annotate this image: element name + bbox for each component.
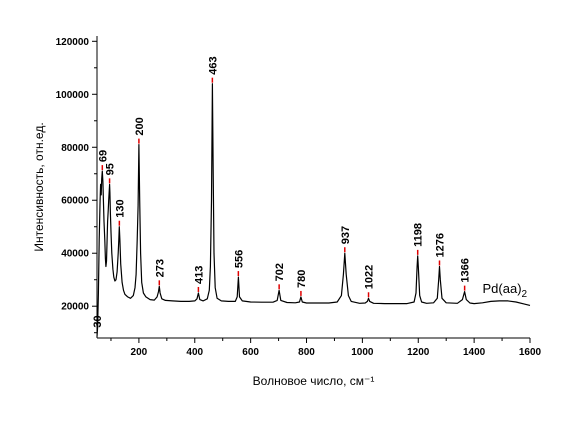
y-tick-label: 40000 — [61, 249, 89, 260]
x-tick-label: 200 — [131, 347, 148, 358]
x-tick-label: 400 — [186, 347, 203, 358]
peak-label: 30 — [92, 315, 104, 327]
x-tick-label: 1600 — [519, 347, 542, 358]
y-tick-label: 100000 — [56, 90, 90, 101]
x-tick-label: 1400 — [463, 347, 486, 358]
peak-label: 200 — [134, 117, 146, 135]
peak-label: 463 — [207, 56, 219, 74]
x-tick-label: 1000 — [351, 347, 374, 358]
peak-label: 1366 — [460, 258, 472, 282]
series-label-subscript: 2 — [522, 289, 528, 300]
peak-label: 1022 — [364, 265, 376, 289]
peak-label: 937 — [340, 226, 352, 244]
peak-label: 1198 — [413, 223, 425, 247]
series-label-main: Pd(aa) — [483, 281, 522, 296]
peak-label: 702 — [274, 263, 286, 281]
peak-label: 556 — [233, 250, 245, 268]
peak-label: 273 — [154, 259, 166, 277]
y-tick-label: 80000 — [61, 143, 89, 154]
peak-label: 69 — [97, 150, 109, 162]
y-tick-label: 120000 — [56, 37, 90, 48]
y-tick-label: 20000 — [61, 302, 89, 313]
x-tick-label: 600 — [242, 347, 259, 358]
x-tick-label: 1200 — [407, 347, 430, 358]
y-axis-title: Интенсивность, отн.ед. — [32, 122, 46, 251]
series-label: Pd(aa)2 — [483, 281, 528, 300]
peak-label: 413 — [193, 266, 205, 284]
axes: 200 400 600 800 1000 1200 1400 1600 20000 40000 60… — [56, 36, 542, 358]
series-layer — [96, 83, 531, 337]
x-tick-label: 800 — [298, 347, 315, 358]
x-axis-title: Волновое число, см⁻¹ — [253, 374, 375, 388]
peak-label: 1276 — [434, 233, 446, 257]
peak-label: 130 — [114, 199, 126, 217]
peak-label: 95 — [105, 163, 117, 175]
y-tick-label: 60000 — [61, 196, 89, 207]
spectrum-line — [96, 83, 531, 337]
peak-label: 780 — [296, 270, 308, 288]
